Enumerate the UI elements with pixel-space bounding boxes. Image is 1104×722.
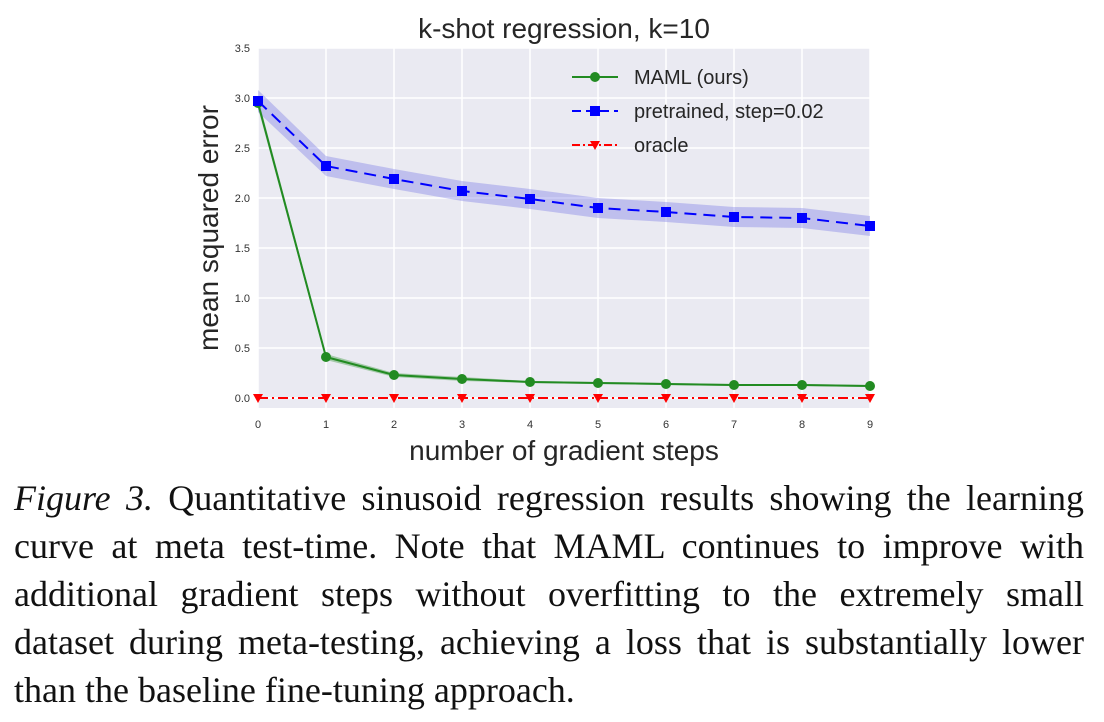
legend-label-maml-ours: MAML (ours) [634, 67, 749, 89]
maml-ours-point [321, 352, 331, 362]
maml-ours-point [457, 374, 467, 384]
x-tick-label: 8 [799, 419, 805, 431]
maml-ours-line [257, 102, 871, 387]
maml-ours-point [525, 377, 535, 387]
caption-text: Quantitative sinusoid regression results… [14, 478, 1084, 710]
y-axis-label: mean squared error [193, 105, 224, 351]
oracle-point [457, 394, 467, 403]
x-tick-label: 1 [323, 419, 329, 431]
pretrained-step-0-02-point [729, 212, 739, 222]
pretrained-step-0-02-point [457, 186, 467, 196]
oracle-point [593, 394, 603, 403]
maml-ours-point [389, 370, 399, 380]
y-tick-label: 2.0 [235, 193, 250, 205]
chart-title: k-shot regression, k=10 [418, 13, 710, 44]
pretrained-step-0-02-band [258, 90, 870, 236]
maml-ours-point [729, 380, 739, 390]
oracle-point [525, 394, 535, 403]
x-axis-label: number of gradient steps [409, 435, 719, 466]
x-tick-label: 5 [595, 419, 601, 431]
pretrained-step-0-02-point [389, 174, 399, 184]
maml-ours-point [797, 380, 807, 390]
confidence-bands [258, 90, 870, 387]
oracle-point [661, 394, 671, 403]
pretrained-step-0-02-line [257, 100, 871, 227]
pretrained-step-0-02-point [253, 96, 263, 106]
y-tick-label: 1.0 [235, 293, 250, 305]
x-tick-label: 4 [527, 419, 533, 431]
x-axis-ticks: 0 1 2 3 4 5 6 7 8 9 [255, 419, 873, 431]
x-tick-label: 3 [459, 419, 465, 431]
pretrained-step-0-02-point [525, 194, 535, 204]
oracle-point [865, 394, 875, 403]
oracle-point [729, 394, 739, 403]
x-tick-label: 6 [663, 419, 669, 431]
figure-caption: Figure 3. Quantitative sinusoid regressi… [14, 474, 1084, 714]
legend: MAML (ours) pretrained, step=0.02 oracle [572, 67, 824, 157]
x-tick-label: 2 [391, 419, 397, 431]
oracle-point [797, 394, 807, 403]
pretrained-step-0-02-point [661, 207, 671, 217]
oracle-point [321, 394, 331, 403]
pretrained-step-0-02-point [797, 213, 807, 223]
oracle-point [389, 394, 399, 403]
maml-ours-point [865, 381, 875, 391]
y-tick-label: 3.0 [235, 93, 250, 105]
oracle-point [253, 394, 263, 403]
y-tick-label: 0.5 [235, 343, 250, 355]
legend-marker-pretrained-step-0-02 [590, 106, 600, 116]
series-markers [253, 96, 875, 403]
legend-label-oracle: oracle [634, 135, 688, 157]
x-tick-label: 9 [867, 419, 873, 431]
maml-ours-point [661, 379, 671, 389]
pretrained-step-0-02-point [321, 161, 331, 171]
legend-marker-oracle [590, 141, 600, 150]
y-tick-label: 0.0 [235, 393, 250, 405]
caption-label: Figure 3. [14, 478, 153, 518]
y-axis-ticks: 0.0 0.5 1.0 1.5 2.0 2.5 3.0 3.5 [235, 43, 250, 405]
legend-label-pretrained-step-0-02: pretrained, step=0.02 [634, 101, 824, 123]
pretrained-step-0-02-point [865, 221, 875, 231]
x-tick-label: 0 [255, 419, 261, 431]
pretrained-step-0-02-point [593, 203, 603, 213]
y-tick-label: 1.5 [235, 243, 250, 255]
line-chart: 0 1 2 3 4 5 6 7 8 9 0.0 0.5 1.0 1.5 2.0 2.5 3.0 3.5 k-sh… [193, 13, 875, 466]
series-lines [257, 100, 871, 399]
y-tick-label: 3.5 [235, 43, 250, 55]
maml-ours-point [593, 378, 603, 388]
legend-marker-maml-ours [590, 72, 600, 82]
y-tick-label: 2.5 [235, 143, 250, 155]
x-tick-label: 7 [731, 419, 737, 431]
